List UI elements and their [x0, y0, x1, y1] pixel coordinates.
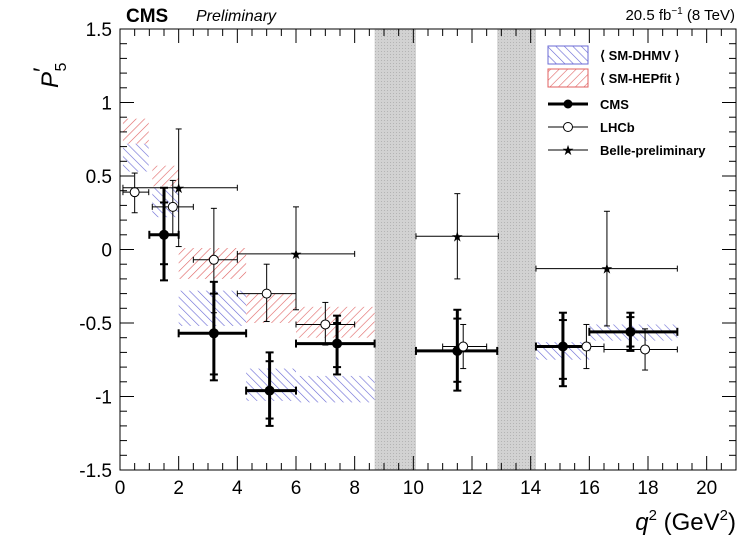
- x-tick-label-14: 14: [520, 478, 542, 499]
- axes-frame: [119, 28, 737, 471]
- cms-marker-1: [208, 328, 219, 339]
- energy-value: (8 TeV): [683, 7, 735, 24]
- legend-label-lhcb: LHCb: [600, 120, 635, 135]
- x-tick-label-6: 6: [291, 478, 302, 499]
- lhcb-point-5: [442, 323, 488, 370]
- lhcb-marker-0: [129, 187, 140, 198]
- belle-marker-2: ★: [451, 228, 464, 244]
- cms-point-6: [588, 311, 679, 352]
- x-axis-title-sup: 2: [649, 507, 657, 524]
- theory-band-sm-hepfit-3: [246, 293, 296, 323]
- x-axis-title-unit-open: (GeV: [657, 509, 720, 536]
- lhcb-marker-5: [458, 341, 469, 352]
- belle-point-0: ★: [122, 128, 238, 248]
- tick-labels: 0 2 4 6 8 10 12 14 16 18 20 -1.5 -1 -0.5 0 0.5 1 1.5: [79, 20, 717, 499]
- cms-point-4: [414, 308, 499, 392]
- x-axis-title-unit-sup: 2: [720, 507, 728, 524]
- svg-text:P′5: P′5: [29, 62, 70, 88]
- x-tick-label-10: 10: [403, 478, 424, 499]
- cms-point-1: [177, 280, 248, 382]
- y-axis-title-sub: 5: [53, 62, 70, 71]
- x-tick-label-20: 20: [696, 478, 717, 499]
- legend-label-sm-dhmv: ⟨ SM-DHMV ⟩: [600, 48, 679, 63]
- vetoed-region-1: [497, 29, 536, 470]
- y-tick-label-0.5: 0.5: [86, 167, 112, 188]
- legend: ⟨ SM-DHMV ⟩ ⟨ SM-HEPfit ⟩ CMS LHCb ★ Bel…: [547, 45, 706, 158]
- legend-label-sm-hepfit: ⟨ SM-HEPfit ⟩: [600, 71, 680, 86]
- y-tick-label--1.5: -1.5: [79, 461, 112, 482]
- x-tick-label-0: 0: [115, 478, 126, 499]
- y-tick-label-1: 1: [101, 94, 112, 115]
- lhcb-marker-4: [320, 319, 331, 330]
- legend-marker-lhcb: [548, 122, 588, 132]
- lhcb-marker-2: [208, 254, 219, 265]
- x-tick-label-2: 2: [173, 478, 184, 499]
- lhcb-point-3: [236, 263, 297, 323]
- status-label: Preliminary: [196, 8, 277, 25]
- y-tick-label-0: 0: [101, 241, 112, 262]
- lhcb-marker-3: [261, 288, 272, 299]
- theory-band-sm-hepfit-0: [122, 118, 149, 144]
- luminosity-label: 20.5 fb−1 (8 TeV): [625, 6, 735, 24]
- belle-marker-3: ★: [601, 261, 614, 277]
- vetoed-regions: [374, 29, 536, 470]
- y-tick-label--1: -1: [95, 388, 112, 409]
- y-axis-title-prime: ′: [29, 67, 56, 72]
- y-axis-title: P′5: [29, 62, 70, 88]
- x-axis-title: q2 (GeV2): [635, 507, 736, 536]
- y-axis-title-main: P: [37, 72, 64, 88]
- belle-point-3: ★: [535, 210, 678, 327]
- data-points: ★ ★ ★ ★: [122, 128, 679, 427]
- belle-point-1: ★: [236, 206, 356, 311]
- x-tick-label-18: 18: [637, 478, 658, 499]
- cms-marker-3: [332, 338, 343, 349]
- theory-band-sm-dhmv-0: [122, 143, 149, 172]
- x-tick-label-16: 16: [579, 478, 600, 499]
- lhcb-point-7: [603, 328, 678, 371]
- legend-marker-belle: ★: [548, 142, 588, 158]
- y-tick-label--0.5: -0.5: [79, 314, 112, 335]
- legend-swatch-sm-hepfit: [547, 68, 589, 88]
- belle-marker-0: ★: [172, 180, 185, 196]
- x-tick-label-8: 8: [349, 478, 360, 499]
- experiment-label: CMS: [126, 6, 168, 27]
- lhcb-point-1: [151, 179, 194, 236]
- x-tick-label-4: 4: [232, 478, 243, 499]
- cms-point-3: [295, 314, 376, 376]
- lhcb-point-4: [295, 301, 356, 346]
- y-tick-label-1.5: 1.5: [86, 20, 112, 41]
- lhcb-point-6: [559, 323, 605, 370]
- lhcb-point-2: [192, 207, 238, 314]
- belle-marker-1: ★: [290, 246, 303, 262]
- legend-label-belle: Belle-preliminary: [600, 143, 706, 158]
- theory-band-sm-hepfit-1: [152, 165, 179, 187]
- luminosity-exponent: −1: [671, 6, 683, 17]
- theory-band-sm-dhmv-4: [296, 375, 375, 403]
- lhcb-point-0: [122, 172, 150, 214]
- cms-marker-0: [159, 229, 169, 240]
- lhcb-marker-1: [167, 201, 178, 212]
- legend-marker-cms: [548, 99, 588, 109]
- luminosity-value: 20.5 fb: [625, 7, 671, 24]
- cms-point-2: [245, 351, 297, 427]
- legend-label-cms: CMS: [600, 97, 629, 112]
- x-axis-title-unit-close: ): [728, 509, 736, 536]
- vetoed-region-0: [374, 29, 416, 470]
- svg-text:★: ★: [562, 142, 575, 158]
- lhcb-marker-7: [640, 344, 651, 355]
- x-axis-title-main: q: [635, 509, 649, 536]
- cms-marker-2: [264, 385, 275, 396]
- cms-marker-6: [625, 326, 636, 337]
- belle-point-2: ★: [415, 193, 499, 280]
- lhcb-marker-6: [581, 341, 592, 352]
- x-tick-label-12: 12: [461, 478, 482, 499]
- legend-swatch-sm-dhmv: [547, 45, 589, 65]
